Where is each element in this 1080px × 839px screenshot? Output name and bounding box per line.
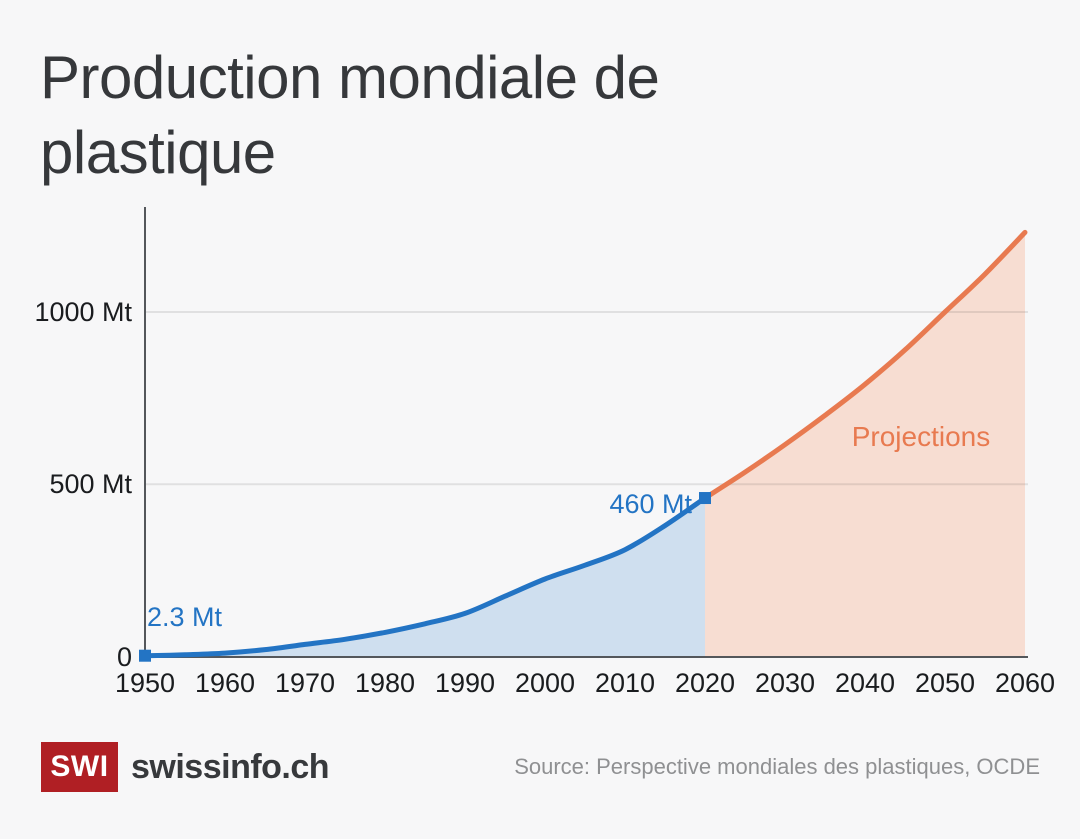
- x-tick-label: 2020: [674, 668, 736, 698]
- x-tick-label: 2010: [594, 668, 656, 698]
- brand-name: swissinfo.ch: [131, 747, 330, 786]
- start-marker: [139, 649, 151, 662]
- y-tick-label: 500 Mt: [49, 469, 132, 500]
- x-tick-label: 2000: [514, 668, 576, 698]
- source-credit: Source: Perspective mondiales des plasti…: [514, 754, 1040, 779]
- x-tick-label: 2060: [994, 668, 1056, 698]
- historique-line: [142, 495, 708, 659]
- current-marker: [699, 492, 711, 505]
- swi-logo-text: SWI: [50, 750, 109, 783]
- start-value-label: 2.3 Mt: [147, 602, 223, 632]
- y-tick-label: 1000 Mt: [34, 297, 132, 327]
- page-title: Production mondiale de plastique: [40, 44, 660, 186]
- x-tick-label: 2050: [914, 668, 976, 698]
- current-value-label: 460 Mt: [609, 489, 692, 519]
- x-tick-label: 2040: [834, 668, 896, 698]
- x-tick-label: 1960: [194, 668, 256, 698]
- historique-area: [145, 498, 705, 657]
- y-tick-label: 0: [116, 641, 132, 672]
- x-tick-label: 1980: [354, 668, 416, 698]
- x-tick-label: 1950: [114, 668, 176, 698]
- x-tick-label: 1970: [274, 668, 336, 698]
- x-tick-label: 1990: [434, 668, 496, 698]
- projections-label: Projections: [851, 421, 991, 452]
- x-tick-label: 2030: [754, 668, 816, 698]
- projection-line: [702, 229, 1028, 501]
- swi-logo: SWI: [41, 742, 118, 792]
- projection-area: [705, 232, 1025, 657]
